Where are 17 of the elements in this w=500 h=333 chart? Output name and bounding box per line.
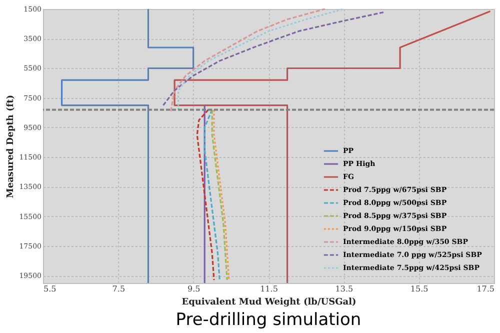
line-series [174,10,492,284]
x-tick-label: 17.5 [476,284,494,294]
y-axis-title: Measured Depth (ft) [6,94,16,198]
x-axis-title: Equivalent Mud Weight (lb/USGal) [182,298,356,308]
x-tick-label: 15.5 [410,284,428,294]
x-tick-label: 13.5 [335,284,354,294]
x-tick-label: 7.5 [112,284,126,294]
line-series [162,11,386,106]
text: Pre-drilling simulation [176,310,362,330]
line-series [178,8,344,111]
x-tick-label: 5.5 [44,284,56,294]
line-series [204,108,220,281]
line-series [196,108,215,281]
line-series [170,8,326,112]
x-tick-label: 11.5 [260,284,278,294]
x-tick-label: 9.5 [187,284,200,294]
line-series [60,8,194,284]
